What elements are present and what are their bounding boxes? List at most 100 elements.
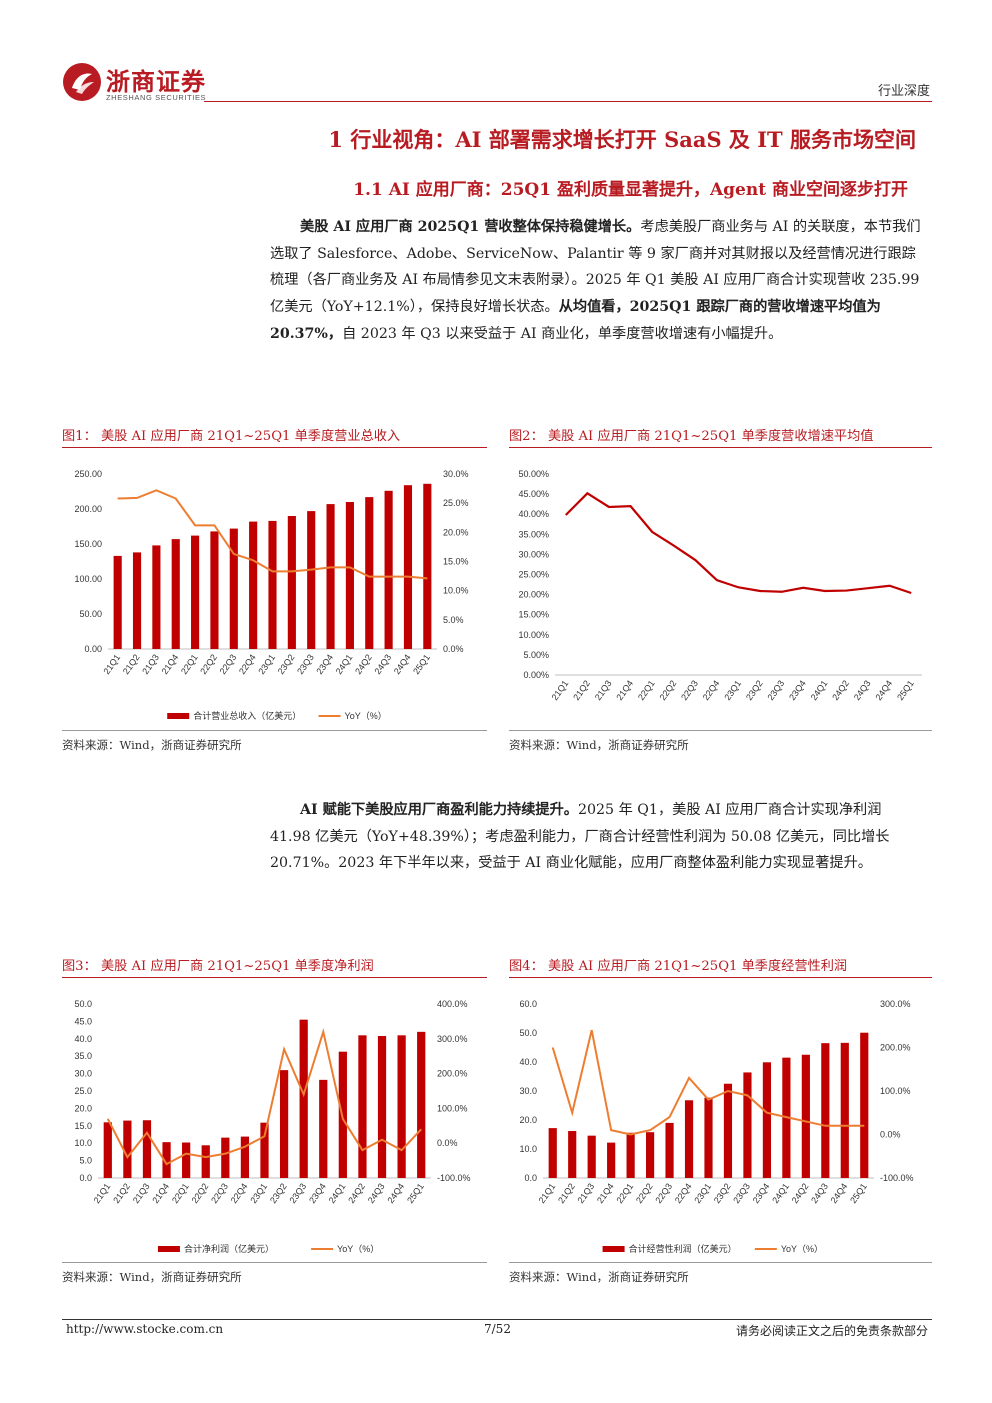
- x-tick-label: 24Q4: [392, 652, 413, 676]
- subsection-heading: 1.1 AI 应用厂商：25Q1 盈利质量显著提升，Agent 商业空间逐步打开: [353, 180, 908, 200]
- x-tick-label: 21Q1: [537, 1181, 558, 1205]
- x-tick-label: 22Q1: [614, 1181, 635, 1205]
- bar: [287, 516, 296, 649]
- section-heading: 1 行业视角：AI 部署需求增长打开 SaaS 及 IT 服务市场空间: [328, 127, 916, 152]
- bar: [113, 555, 122, 649]
- x-tick-label: 24Q2: [353, 652, 374, 676]
- x-tick-label: 21Q2: [556, 1181, 577, 1205]
- footer-url[interactable]: http://www.stocke.com.cn: [66, 1322, 224, 1336]
- x-tick-label: 22Q2: [634, 1181, 655, 1205]
- bar: [171, 539, 180, 649]
- y-tick-label: 30.0: [519, 1086, 537, 1096]
- bar: [723, 1083, 733, 1178]
- y-tick-label: 25.0: [74, 1086, 92, 1096]
- x-tick-label: 25Q1: [405, 1181, 426, 1205]
- bar: [403, 485, 413, 649]
- y-tick-label: 40.0: [74, 1034, 92, 1044]
- figure-4-top-rule: [509, 977, 932, 978]
- y2-tick-label: 10.0%: [443, 586, 469, 596]
- figure-1-title: 图1： 美股 AI 应用厂商 21Q1~25Q1 单季度营业总收入: [62, 429, 401, 444]
- figure-4-title: 图4： 美股 AI 应用厂商 21Q1~25Q1 单季度经营性利润: [509, 959, 848, 974]
- figure-2-top-rule: [509, 447, 932, 448]
- figure-3-bottom-rule: [62, 1262, 487, 1263]
- paragraph-emphasis: 从均值看，2025Q1 跟踪厂商的营收增速平均值为 20.37%，: [270, 299, 881, 342]
- page-header: 浙商证券 ZHESHANG SECURITIES 行业深度: [62, 58, 932, 108]
- y-tick-label: 20.00%: [518, 590, 549, 600]
- bar: [743, 1072, 752, 1178]
- legend-line-label: YoY（%）: [337, 1244, 379, 1254]
- x-tick-label: 21Q4: [614, 678, 635, 702]
- bar: [326, 504, 335, 649]
- y-tick-label: 45.00%: [518, 489, 549, 499]
- x-tick-label: 24Q4: [873, 678, 894, 702]
- brand-subtitle: ZHESHANG SECURITIES: [106, 93, 207, 102]
- x-tick-label: 24Q1: [770, 1181, 791, 1205]
- y2-tick-label: 0.0%: [443, 644, 464, 654]
- x-tick-label: 23Q1: [692, 1181, 713, 1205]
- x-tick-label: 23Q2: [276, 652, 297, 676]
- bar: [279, 1070, 289, 1178]
- bar: [801, 1054, 810, 1178]
- bar: [307, 511, 316, 649]
- bar: [821, 1043, 830, 1178]
- figure-4-bottom-rule: [509, 1262, 932, 1263]
- bar: [645, 1132, 655, 1178]
- x-tick-label: 24Q1: [334, 652, 355, 676]
- x-tick-label: 23Q3: [295, 652, 316, 676]
- x-tick-label: 21Q3: [140, 652, 161, 676]
- body-paragraph-2: AI 赋能下美股应用厂商盈利能力持续提升。2025 年 Q1，美股 AI 应用厂…: [270, 797, 925, 877]
- x-tick-label: 22Q4: [229, 1181, 250, 1205]
- x-tick-label: 22Q4: [701, 678, 722, 702]
- y2-tick-label: -100.0%: [437, 1173, 471, 1183]
- figure-2-source: 资料来源：Wind，浙商证券研究所: [509, 738, 689, 752]
- x-tick-label: 21Q2: [571, 678, 592, 702]
- x-tick-label: 22Q2: [190, 1181, 211, 1205]
- y-tick-label: 200.00: [74, 504, 102, 514]
- x-tick-label: 24Q2: [830, 678, 851, 702]
- figure-3-source: 资料来源：Wind，浙商证券研究所: [62, 1270, 242, 1284]
- x-tick-label: 24Q2: [790, 1181, 811, 1205]
- x-tick-label: 24Q3: [372, 652, 393, 676]
- bar: [626, 1132, 635, 1178]
- chart-svg: 0.00% 5.00% 10.00% 15.00% 20.00% 25.00% 30.00%…: [518, 469, 922, 702]
- x-tick-label: 22Q2: [198, 652, 219, 676]
- bar: [229, 528, 238, 649]
- legend-bar-swatch: [167, 713, 190, 719]
- paragraph-text: 2025 年 Q1，美股 AI 应用厂商合计实现净利润 41.98 亿美元（Yo…: [270, 802, 890, 872]
- bar: [268, 520, 277, 649]
- x-tick-label: 22Q4: [673, 1181, 694, 1205]
- y-tick-label: 40.00%: [518, 509, 549, 519]
- x-tick-label: 21Q3: [593, 678, 614, 702]
- bar: [299, 1019, 308, 1178]
- legend-bar-label: 合计经营性利润（亿美元）: [629, 1243, 737, 1254]
- x-tick-label: 21Q3: [575, 1181, 596, 1205]
- x-tick-label: 24Q2: [346, 1181, 367, 1205]
- x-tick-label: 24Q3: [809, 1181, 830, 1205]
- x-tick-label: 22Q1: [636, 678, 657, 702]
- bar: [142, 1120, 152, 1178]
- y-tick-label: 0.0: [524, 1173, 537, 1183]
- x-tick-label: 21Q1: [550, 678, 571, 702]
- bar: [568, 1131, 577, 1178]
- bar: [607, 1142, 616, 1178]
- figure-2-bottom-rule: [509, 730, 932, 731]
- y-tick-label: 35.0: [74, 1051, 92, 1061]
- figure-4-chart: 0.0 10.0 20.0 30.0 40.0 50.0 60.0 -100.0% 0.0% 10…: [509, 982, 932, 1260]
- x-tick-label: 23Q3: [731, 1181, 752, 1205]
- x-tick-label: 23Q4: [314, 652, 335, 676]
- bar: [358, 1035, 367, 1178]
- y2-tick-label: 200.0%: [880, 1043, 911, 1053]
- bar: [665, 1122, 674, 1178]
- y-tick-label: 60.0: [519, 999, 537, 1009]
- x-tick-label: 22Q1: [170, 1181, 191, 1205]
- x-tick-label: 23Q2: [268, 1181, 289, 1205]
- x-tick-label: 21Q4: [160, 652, 181, 676]
- figure-1-chart: 0.00 50.00 100.00 150.00 200.00 250.00 0.0% 5.0…: [62, 452, 487, 727]
- chart-svg: 0.0 5.0 10.0 15.0 20.0 25.0 30.0 35.0 40.0 45.0 50…: [74, 999, 471, 1254]
- bar: [548, 1128, 557, 1178]
- x-tick-label: 25Q1: [848, 1181, 869, 1205]
- x-tick-label: 22Q3: [653, 1181, 674, 1205]
- y-tick-label: 50.0: [519, 1028, 537, 1038]
- bar: [221, 1137, 230, 1178]
- y2-tick-label: 100.0%: [880, 1086, 911, 1096]
